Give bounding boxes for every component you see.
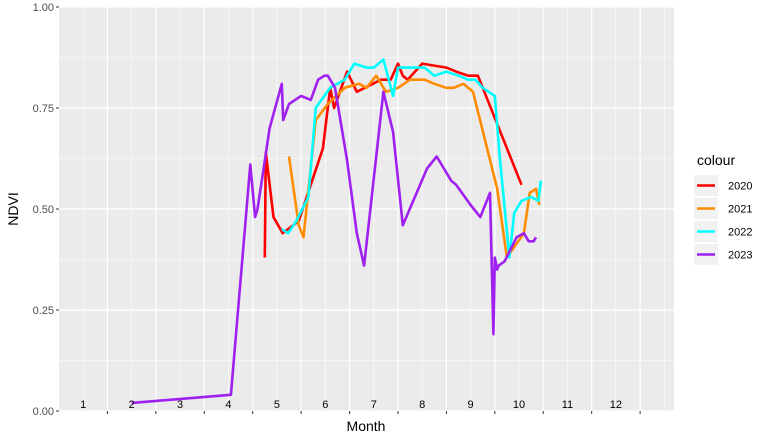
month-label: 5 [274, 399, 280, 411]
month-label: 3 [177, 399, 183, 411]
month-label: 8 [419, 399, 425, 411]
y-tick-label: 0.25 [33, 305, 54, 317]
y-tick-label: 0.50 [33, 204, 54, 216]
month-label: 10 [513, 399, 525, 411]
series-line-2023 [131, 74, 538, 405]
legend-label-2020: 2020 [728, 181, 752, 193]
series-lines [131, 58, 543, 405]
legend-label-2021: 2021 [728, 204, 752, 216]
legend: colour 2020 2021 2022 2023 [694, 152, 752, 265]
month-label: 2 [129, 399, 135, 411]
legend-label-2023: 2023 [728, 250, 752, 262]
month-label: 7 [371, 399, 377, 411]
legend-label-2022: 2022 [728, 227, 752, 239]
month-label: 9 [468, 399, 474, 411]
x-axis-title: Month [347, 418, 386, 434]
month-label: 11 [562, 399, 573, 411]
y-axis: 0.00 0.25 0.50 0.75 1.00 [33, 2, 59, 418]
x-axis [106, 411, 641, 414]
month-label: 6 [322, 399, 328, 411]
series-line-2022 [281, 58, 543, 259]
series-line-2020 [263, 62, 523, 258]
month-labels: 1 2 3 4 5 6 7 8 9 10 11 12 [80, 399, 622, 411]
month-label: 12 [610, 399, 622, 411]
y-axis-title: NDVI [5, 192, 21, 225]
legend-title: colour [697, 152, 735, 168]
y-tick-label: 0.00 [33, 406, 54, 418]
y-tick-label: 0.75 [33, 103, 54, 115]
month-label: 4 [225, 399, 231, 411]
month-label: 1 [80, 399, 86, 411]
y-tick-label: 1.00 [33, 2, 54, 14]
